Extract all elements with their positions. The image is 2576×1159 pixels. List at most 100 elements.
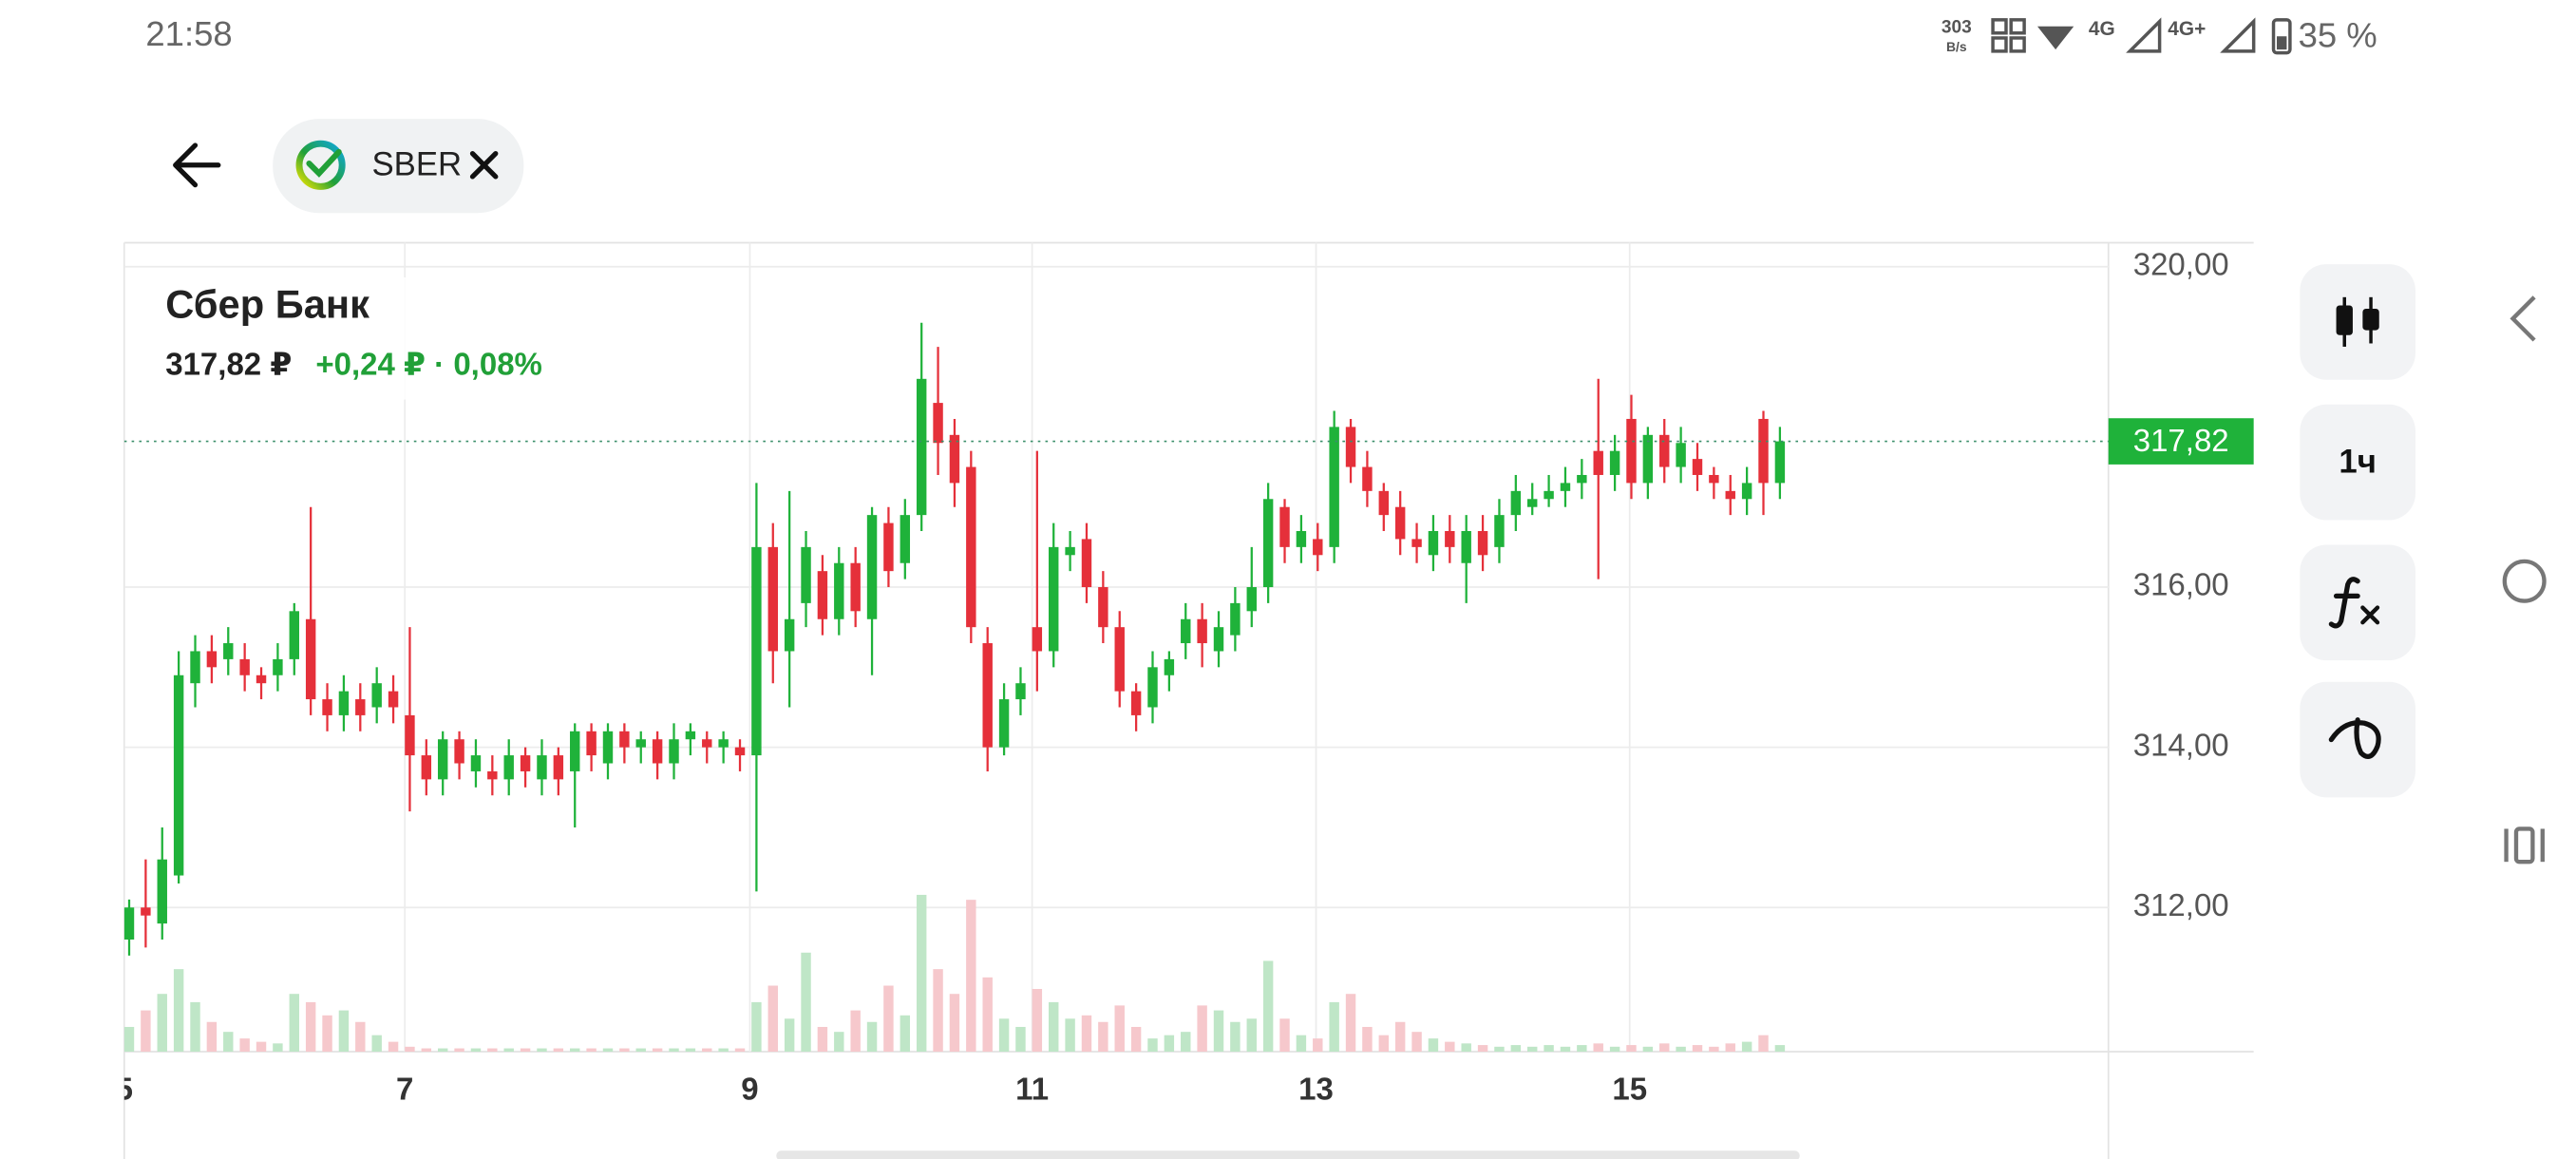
volume-bar bbox=[702, 1048, 712, 1053]
volume-bar bbox=[322, 1015, 332, 1053]
candle-body bbox=[123, 907, 135, 940]
gesture-bar bbox=[776, 1150, 1800, 1159]
net-speed: 303 bbox=[1941, 18, 1972, 38]
candle-body bbox=[1015, 683, 1026, 700]
volume-bar bbox=[190, 1001, 200, 1053]
candle-body bbox=[437, 739, 448, 780]
candle-body bbox=[322, 699, 332, 715]
candle-body bbox=[305, 618, 316, 700]
candle-body bbox=[866, 515, 878, 619]
candle-body bbox=[503, 755, 514, 780]
candle-body bbox=[1147, 667, 1158, 708]
volume-bar bbox=[570, 1048, 580, 1053]
volume-bar bbox=[1411, 1032, 1422, 1053]
signal-icon bbox=[2220, 17, 2256, 53]
volume-bar bbox=[1659, 1043, 1670, 1053]
candle-body bbox=[239, 658, 250, 675]
volume-bar bbox=[388, 1041, 399, 1053]
candle-body bbox=[1197, 618, 1207, 644]
candle-body bbox=[141, 907, 151, 916]
x-tick-label: 13 bbox=[1298, 1071, 1334, 1106]
y-tick-label: 316,00 bbox=[2133, 567, 2229, 602]
candle-body bbox=[289, 611, 300, 659]
volume-bar bbox=[751, 1001, 762, 1053]
candle-body bbox=[702, 739, 712, 748]
candle-body bbox=[537, 755, 547, 780]
volume-bar bbox=[602, 1048, 614, 1053]
candle-body bbox=[421, 755, 432, 780]
y-tick-label: 314,00 bbox=[2133, 727, 2229, 762]
x-tick-label: 9 bbox=[741, 1071, 758, 1106]
candle-body bbox=[1725, 490, 1735, 500]
chart-title: Сбер Банк bbox=[165, 281, 369, 326]
indicators-button[interactable] bbox=[2300, 544, 2415, 661]
volume-bar bbox=[635, 1048, 646, 1053]
volume-bar bbox=[338, 1010, 350, 1053]
volume-bar bbox=[1262, 960, 1274, 1053]
close-chip[interactable] bbox=[469, 151, 499, 180]
volume-bar bbox=[619, 1048, 630, 1053]
candle-body bbox=[1411, 539, 1422, 547]
volume-bar bbox=[1049, 1001, 1059, 1053]
candle-body bbox=[1032, 627, 1043, 652]
volume-bar bbox=[1626, 1045, 1637, 1053]
volume-bar bbox=[537, 1048, 547, 1053]
volume-bar bbox=[883, 985, 894, 1053]
nav-back[interactable] bbox=[2510, 295, 2536, 342]
candle-body bbox=[1378, 490, 1390, 516]
candle-body bbox=[206, 651, 218, 668]
price-change: +0,24 ₽ · 0,08% bbox=[315, 347, 542, 382]
back-button[interactable] bbox=[173, 142, 221, 188]
volume-bar bbox=[1181, 1032, 1191, 1053]
volume-bar bbox=[652, 1048, 663, 1053]
candle-body bbox=[520, 755, 531, 771]
candle-body bbox=[1081, 539, 1092, 588]
nfc-icon bbox=[1991, 18, 2026, 53]
interval-button[interactable]: 1ч bbox=[2300, 404, 2415, 521]
candle-body bbox=[883, 522, 894, 572]
candle-body bbox=[1676, 443, 1686, 467]
volume-bar bbox=[206, 1021, 218, 1053]
ticker: SBER bbox=[371, 147, 462, 183]
candle-body bbox=[586, 731, 597, 756]
volume-bar bbox=[1147, 1038, 1158, 1053]
volume-bar bbox=[1130, 1026, 1142, 1053]
volume-bar bbox=[1032, 988, 1043, 1053]
y-tick-label: 312,00 bbox=[2133, 887, 2229, 922]
volume-bar bbox=[1676, 1046, 1686, 1053]
drawing-button[interactable] bbox=[2300, 681, 2415, 798]
last-price-label: 317,82 bbox=[2133, 423, 2229, 458]
volume-bar bbox=[1230, 1021, 1241, 1053]
volume-bar bbox=[1526, 1046, 1538, 1053]
volume-bar bbox=[1494, 1046, 1505, 1053]
volume-bar bbox=[1329, 1001, 1339, 1053]
volume-bar bbox=[1445, 1041, 1455, 1053]
candle-body bbox=[718, 739, 729, 748]
chart-type-button[interactable] bbox=[2300, 264, 2415, 380]
network-1: 4G bbox=[2089, 18, 2115, 40]
candle-body bbox=[817, 571, 828, 619]
candle-body bbox=[1246, 587, 1257, 612]
nav-home[interactable] bbox=[2502, 559, 2547, 603]
candle-body bbox=[933, 403, 943, 444]
volume-bar bbox=[1709, 1046, 1719, 1053]
candle-body bbox=[801, 546, 811, 603]
volume-bar bbox=[1609, 1046, 1620, 1053]
candle-body bbox=[1345, 427, 1356, 467]
volume-bar bbox=[916, 894, 927, 1053]
volume-bar bbox=[1114, 1005, 1125, 1053]
volume-bar bbox=[817, 1026, 828, 1053]
volume-bar bbox=[1197, 1005, 1207, 1053]
nav-recents[interactable] bbox=[2504, 826, 2545, 864]
volume-bar bbox=[767, 985, 778, 1053]
volume-bar bbox=[520, 1048, 531, 1053]
candle-body bbox=[685, 731, 696, 740]
ticker-chip[interactable]: SBER bbox=[273, 119, 524, 214]
candle-body bbox=[223, 643, 234, 659]
candle-body bbox=[454, 739, 464, 764]
candle-body bbox=[1461, 530, 1471, 563]
candle-body bbox=[850, 562, 861, 612]
candle-body bbox=[487, 770, 498, 780]
candle-body bbox=[1626, 418, 1637, 484]
